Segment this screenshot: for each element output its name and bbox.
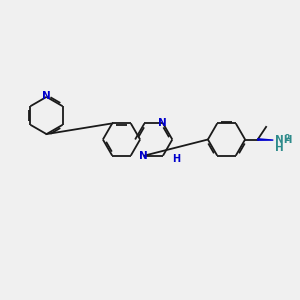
Polygon shape [258,139,273,140]
Text: H: H [172,154,180,164]
Text: N: N [158,118,167,128]
Text: N: N [42,91,51,101]
Text: NH: NH [275,135,293,145]
Text: H: H [275,142,284,153]
Text: N: N [140,151,148,161]
Text: 2: 2 [285,134,290,143]
